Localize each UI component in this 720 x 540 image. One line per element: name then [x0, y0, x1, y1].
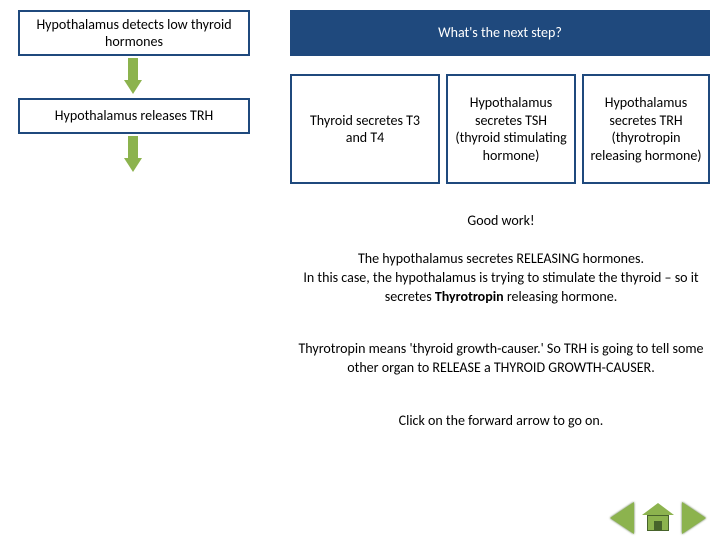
- question-text: What's the next step?: [438, 24, 562, 42]
- nav-forward-icon[interactable]: [682, 502, 706, 534]
- option-3[interactable]: Hypothalamus secretes TRH (thyrotropin r…: [582, 74, 710, 184]
- flow-arrow-1-head: [124, 80, 142, 94]
- feedback-line2: Thyrotropin means 'thyroid growth-causer…: [298, 340, 703, 376]
- feedback-line1c: Thyrotropin: [435, 288, 504, 305]
- nav-home-icon[interactable]: [642, 505, 674, 531]
- flow-arrow-2: [128, 136, 138, 158]
- option-2[interactable]: Hypothalamus secretes TSH (thyroid stimu…: [446, 74, 576, 184]
- option-1[interactable]: Thyroid secretes T3 and T4: [290, 74, 440, 184]
- flow-arrow-2-head: [124, 158, 142, 172]
- flow-step-2-text: Hypothalamus releases TRH: [55, 107, 213, 125]
- feedback-line1d: releasing hormone.: [504, 288, 618, 305]
- feedback-paragraph-1: The hypothalamus secretes RELEASING horm…: [286, 250, 716, 307]
- feedback-good: Good work!: [286, 212, 716, 231]
- feedback-good-text: Good work!: [467, 212, 534, 229]
- flow-step-1-text: Hypothalamus detects low thyroid hormone…: [26, 16, 242, 51]
- flow-step-1: Hypothalamus detects low thyroid hormone…: [18, 10, 250, 56]
- option-2-text: Hypothalamus secretes TSH (thyroid stimu…: [454, 94, 568, 164]
- option-1-text: Thyroid secretes T3 and T4: [298, 112, 432, 147]
- home-roof-icon: [642, 503, 674, 515]
- flow-arrow-1: [128, 58, 138, 80]
- flow-step-2: Hypothalamus releases TRH: [18, 98, 250, 134]
- feedback-paragraph-3: Click on the forward arrow to go on.: [286, 412, 716, 431]
- option-3-text: Hypothalamus secretes TRH (thyrotropin r…: [590, 94, 702, 164]
- question-header: What's the next step?: [290, 10, 710, 56]
- feedback-paragraph-2: Thyrotropin means 'thyroid growth-causer…: [286, 340, 716, 378]
- feedback-line1a: The hypothalamus secretes RELEASING horm…: [358, 250, 644, 267]
- nav-back-icon[interactable]: [610, 502, 634, 534]
- feedback-line3: Click on the forward arrow to go on.: [399, 412, 604, 429]
- home-door-icon: [654, 521, 662, 531]
- nav-bar: [610, 502, 706, 534]
